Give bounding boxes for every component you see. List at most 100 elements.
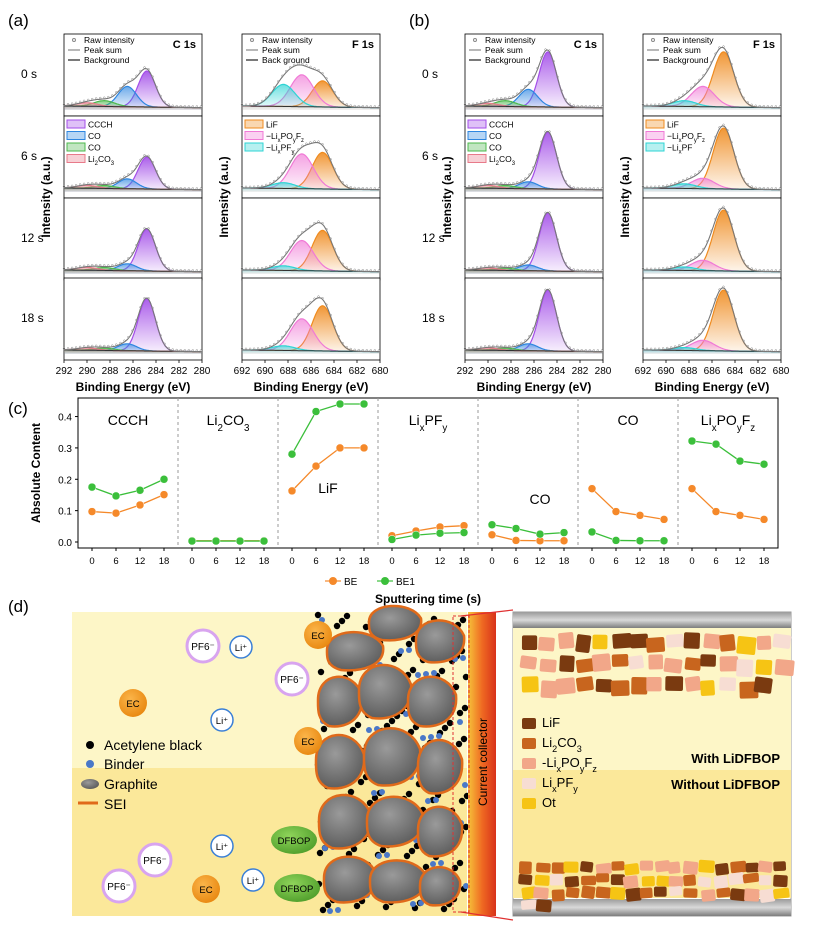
xps-raw-point [123, 175, 126, 178]
data-point-BE1 [111, 491, 121, 501]
x-tick-label: 18 [659, 556, 670, 567]
panel-label-b: (b) [409, 11, 430, 30]
xps-raw-point [750, 103, 753, 106]
xps-raw-point [87, 344, 90, 348]
graphite-particle [365, 795, 425, 848]
xps-raw-point [492, 98, 495, 101]
x-tick-label: 6 [513, 556, 518, 567]
xps-raw-point [524, 177, 527, 180]
xps-raw-point [702, 247, 705, 251]
sei-fragment [592, 634, 608, 650]
xps-raw-point [504, 182, 507, 185]
xps-raw-point [91, 181, 94, 185]
xps-component-fill [643, 183, 781, 192]
with-lidfbop-label: With LiDFBOP [691, 751, 780, 766]
xps-raw-point [119, 261, 122, 265]
xps-raw-point [661, 102, 665, 106]
acetylene-black-particle [405, 790, 413, 798]
x-tick-label: 12 [435, 556, 446, 567]
xps-component-fill [643, 210, 781, 274]
xps-raw-point [682, 342, 685, 346]
xps-raw-point [273, 86, 276, 89]
xps-raw-point [544, 48, 547, 51]
sei-legend-entry: LiF [542, 715, 560, 730]
xps-raw-point [70, 346, 74, 350]
series-line-BE [91, 494, 165, 514]
xps-raw-point [718, 126, 721, 129]
xps-raw-point [592, 349, 595, 352]
xps-raw-point [467, 267, 471, 270]
data-point-BE1 [687, 436, 697, 446]
xps-raw-point [131, 252, 134, 255]
xps-raw-point [694, 336, 697, 339]
xps-raw-point [151, 160, 154, 164]
sputter-time-label: 6 s [21, 149, 37, 163]
xps-raw-point [373, 105, 376, 108]
xps-raw-point [492, 181, 495, 185]
acetylene-black-particle [462, 823, 470, 831]
acetylene-black-swatch [86, 741, 94, 749]
acetylene-black-particle [347, 788, 355, 796]
xps-raw-point [738, 330, 741, 333]
xps-raw-point [730, 63, 733, 66]
sei-fragment [728, 872, 745, 886]
xps-raw-point [734, 317, 737, 321]
xps-raw-point [488, 182, 491, 185]
xps-raw-point [722, 285, 725, 288]
x-tick-label: 12 [135, 556, 146, 567]
xps-raw-point [742, 339, 745, 342]
sei-fragment [595, 862, 612, 875]
xps-raw-point [483, 345, 487, 348]
acetylene-black-particle [316, 849, 324, 857]
data-point-BE [635, 511, 645, 520]
xps-raw-point [770, 349, 773, 352]
xps-raw-point [337, 96, 340, 100]
binder-particle [398, 648, 404, 654]
xps-raw-point [686, 177, 689, 180]
data-point-BE [559, 536, 569, 545]
xps-raw-point [678, 344, 681, 347]
xps-raw-point [127, 80, 130, 83]
data-point-BE1 [135, 486, 145, 495]
xps-raw-point [714, 52, 717, 55]
xps-raw-point [714, 297, 717, 301]
xps-raw-point [74, 101, 78, 104]
acetylene-black-particle [320, 725, 328, 733]
legend-entry: Raw intensity [663, 35, 714, 45]
sei-fragment [758, 875, 772, 886]
xps-raw-point [167, 103, 170, 106]
xps-raw-point [568, 184, 571, 187]
xps-raw-point [252, 347, 256, 350]
xps-raw-point [475, 266, 479, 269]
xps-raw-point [766, 105, 769, 108]
xps-raw-point [758, 104, 761, 108]
x-axis-label: Binding Energy (eV) [477, 380, 592, 394]
xps-raw-point [289, 245, 292, 249]
xps-raw-point [686, 90, 689, 93]
xps-raw-point [467, 347, 471, 350]
xps-component-fill [643, 128, 781, 192]
sei-fragment [703, 633, 721, 650]
binder-particle [430, 861, 436, 867]
xps-raw-point [564, 341, 567, 344]
data-point-BE1 [411, 530, 421, 540]
sei-fragment [580, 861, 594, 873]
xps-raw-point [285, 330, 288, 334]
xps-raw-point [62, 185, 66, 188]
xps-raw-point [357, 348, 360, 352]
xps-raw-point [111, 344, 114, 347]
acetylene-black-particle [446, 719, 454, 727]
series-line-BE1 [291, 403, 364, 455]
xps-raw-point [313, 67, 316, 70]
xps-raw-point [361, 349, 364, 352]
xps-raw-point [774, 105, 777, 108]
xps-raw-point [475, 101, 479, 105]
xps-raw-point [560, 331, 563, 335]
xps-raw-point [714, 135, 717, 138]
xps-raw-point [483, 265, 487, 268]
data-point-BE [87, 507, 97, 516]
xps-raw-point [74, 184, 78, 187]
xps-raw-point [580, 269, 583, 272]
xps-raw-point [87, 264, 90, 267]
xps-raw-point [572, 268, 575, 271]
